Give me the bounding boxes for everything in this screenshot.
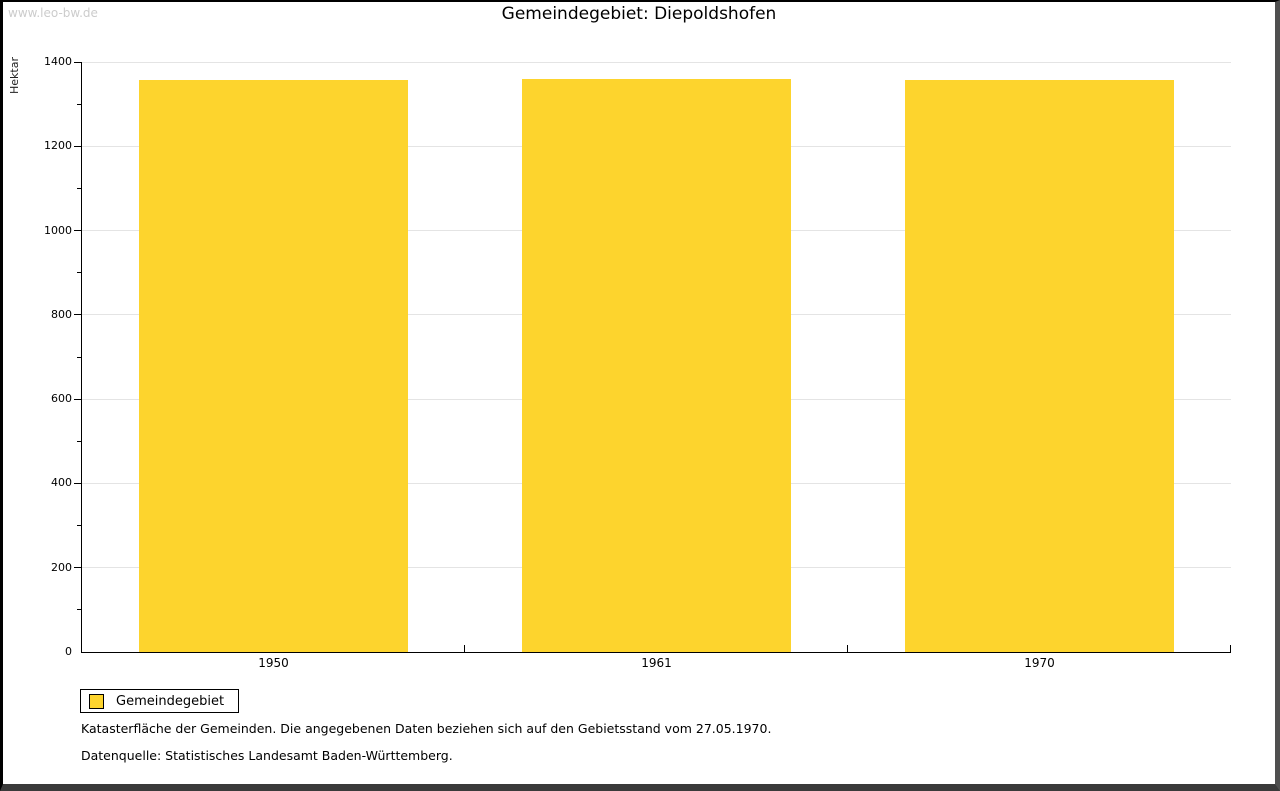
x-boundary-tick-3 <box>1230 645 1231 652</box>
legend: Gemeindegebiet <box>80 689 240 713</box>
y-tick-200 <box>74 567 82 569</box>
bar-1970 <box>905 80 1174 652</box>
y-minor-tick-700 <box>77 356 82 358</box>
x-boundary-tick-2 <box>847 645 848 652</box>
y-minor-tick-1100 <box>77 187 82 189</box>
y-tick-label-400: 400 <box>51 476 72 490</box>
footnote-description: Katasterfläche der Gemeinden. Die angege… <box>81 721 772 736</box>
x-boundary-tick-1 <box>464 645 465 652</box>
y-minor-tick-900 <box>77 272 82 274</box>
x-category-label-1950: 1950 <box>258 656 289 670</box>
x-category-label-1970: 1970 <box>1024 656 1055 670</box>
y-tick-label-0: 0 <box>65 645 72 658</box>
y-tick-label-1000: 1000 <box>44 223 72 237</box>
gridline-1400 <box>82 61 1231 63</box>
y-tick-800 <box>74 314 82 316</box>
chart-title: Gemeindegebiet: Diepoldshofen <box>501 4 777 24</box>
y-tick-label-600: 600 <box>51 392 72 406</box>
legend-swatch <box>89 693 104 709</box>
bar-1950 <box>139 80 408 652</box>
y-minor-tick-100 <box>77 609 82 611</box>
y-minor-tick-1300 <box>77 103 82 105</box>
footnote-source: Datenquelle: Statistisches Landesamt Bad… <box>81 748 453 763</box>
y-tick-1200 <box>74 145 82 147</box>
x-category-label-1961: 1961 <box>641 656 672 670</box>
plot-area: 200 400 600 800 1000 1200 1400 0 1950 1961 1970 <box>44 55 1231 670</box>
y-tick-600 <box>74 398 82 400</box>
y-tick-label-800: 800 <box>51 307 72 321</box>
bar-1961 <box>522 78 791 652</box>
y-tick-label-1200: 1200 <box>44 139 72 153</box>
y-minor-tick-500 <box>77 440 82 442</box>
y-tick-1400 <box>74 61 82 63</box>
y-tick-1000 <box>74 230 82 232</box>
legend-label: Gemeindegebiet <box>116 693 225 709</box>
watermark: www.leo-bw.de <box>8 6 98 20</box>
y-minor-tick-300 <box>77 525 82 527</box>
y-tick-400 <box>74 482 82 484</box>
y-axis-title: Hektar <box>8 57 21 94</box>
y-tick-label-200: 200 <box>51 560 72 574</box>
y-tick-label-1400: 1400 <box>44 55 72 68</box>
